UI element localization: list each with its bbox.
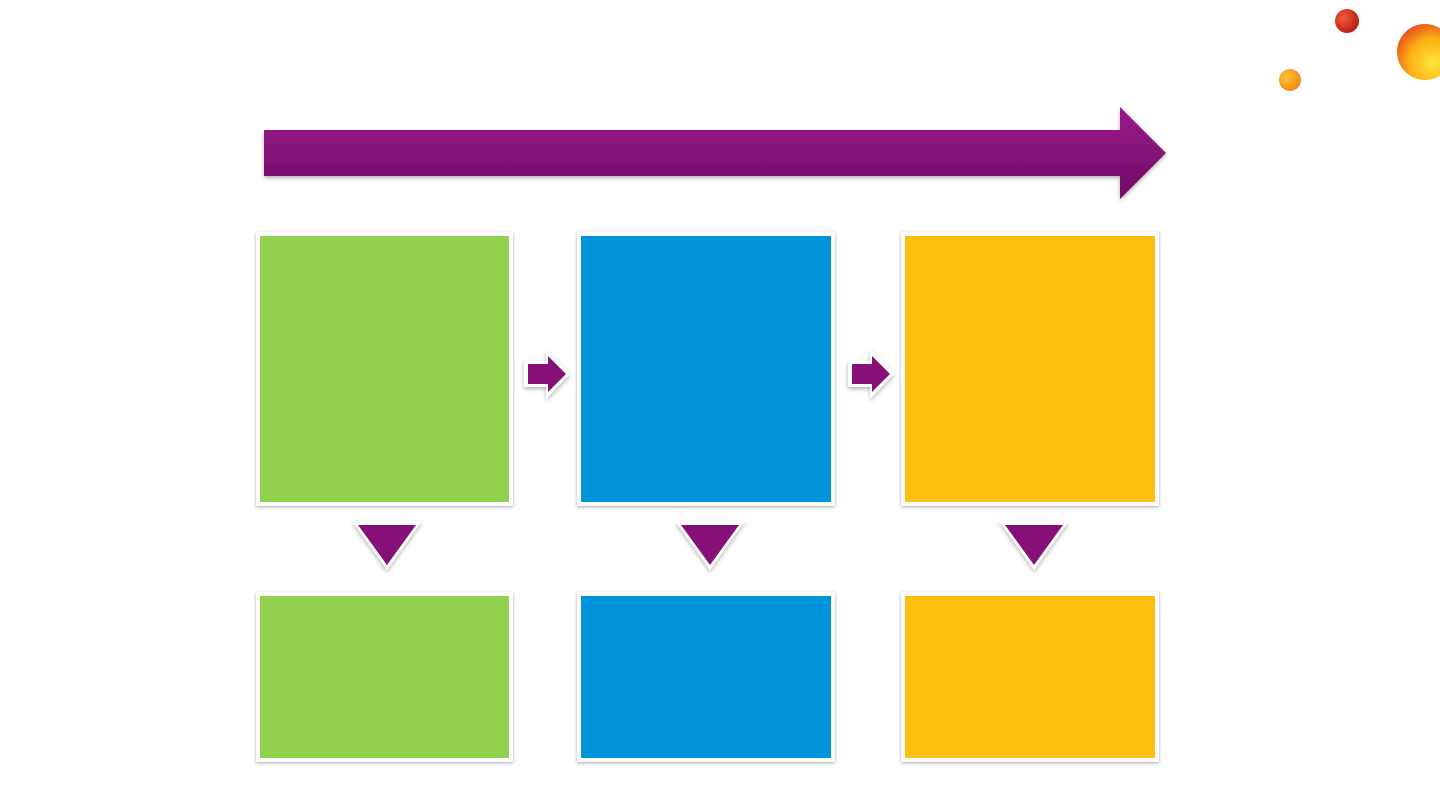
top-box-amber	[901, 232, 1159, 506]
decorative-dot-large	[1397, 24, 1440, 80]
down-triangle-2	[675, 521, 745, 570]
down-triangle-3	[999, 521, 1069, 570]
down-triangle-1	[352, 521, 422, 570]
step-arrow-right-1	[524, 349, 570, 399]
bottom-box-green	[256, 592, 513, 762]
top-box-blue	[577, 232, 835, 506]
bottom-box-amber	[901, 592, 1159, 762]
decorative-dot-red	[1335, 9, 1359, 33]
bottom-box-blue	[577, 592, 835, 762]
step-arrow-right-2	[848, 349, 894, 399]
timeline-arrow	[264, 107, 1166, 199]
decorative-dot-orange	[1279, 69, 1301, 91]
top-box-green	[256, 232, 513, 506]
